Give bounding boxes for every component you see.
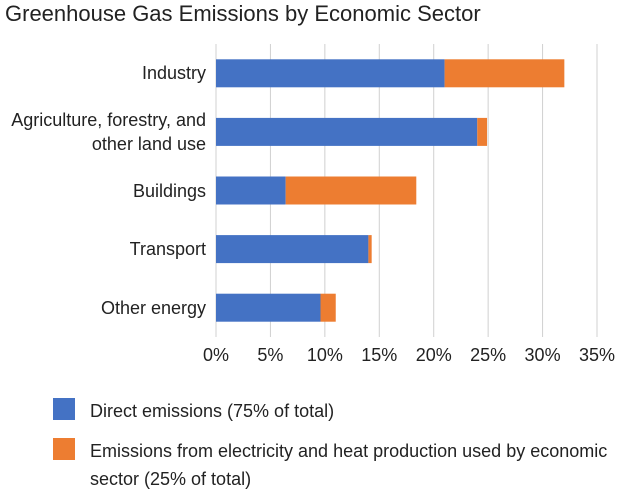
legend-label: Direct emissions (75% of total) [90,401,335,421]
x-tick-label: 5% [257,345,284,365]
x-tick-label: 0% [202,345,229,365]
y-tick-label: Transport [129,239,206,260]
bar [368,235,372,264]
bar [216,235,369,264]
x-tick-label: 15% [361,345,398,365]
legend-swatch [53,438,75,460]
x-tick-label: 20% [415,345,452,365]
chart-title: Greenhouse Gas Emissions by Economic Sec… [5,1,481,26]
legend-swatch [53,398,75,420]
x-tick-label: 30% [524,345,561,365]
x-tick-label: 10% [306,345,343,365]
bar [320,293,336,322]
y-tick-label: Industry [141,63,206,84]
y-tick-label: Other energy [100,297,206,318]
legend-label: Emissions from electricity and heat prod… [90,441,608,489]
x-tick-label: 35% [578,345,616,365]
x-tick-label: 25% [470,345,507,365]
bar [216,59,445,88]
y-tick-label: Agriculture, forestry, and other land us… [11,109,206,154]
bar [444,59,565,88]
bar [477,117,488,146]
bar [216,117,478,146]
bar [285,176,417,205]
y-tick-label: Buildings [132,180,206,201]
bar [216,293,321,322]
bar [216,176,286,205]
